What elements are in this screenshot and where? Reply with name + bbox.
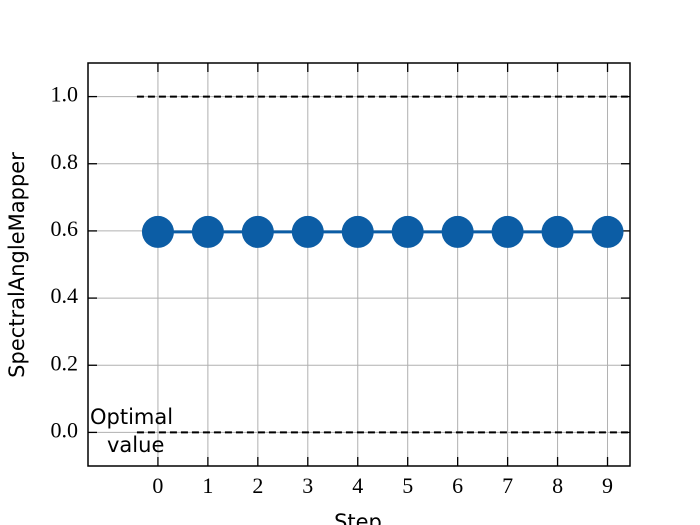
marker: [141, 215, 174, 248]
marker: [241, 215, 274, 248]
x-tick-label: 2: [252, 473, 263, 498]
y-tick-label: 1.0: [51, 82, 79, 107]
x-tick-label: 0: [152, 473, 163, 498]
x-tick-label: 5: [402, 473, 413, 498]
marker: [441, 215, 474, 248]
y-tick-label: 0.4: [51, 283, 79, 308]
marker: [591, 215, 624, 248]
marker: [541, 215, 574, 248]
annotation: Optimal value: [90, 405, 173, 457]
y-tick-label: 0.8: [51, 149, 79, 174]
x-tick-label: 6: [452, 473, 463, 498]
x-tick-label: 8: [552, 473, 563, 498]
x-tick-label: 7: [502, 473, 513, 498]
x-tick-label: 3: [302, 473, 313, 498]
plot-frame: [87, 62, 631, 467]
y-axis-label: SpectralAngleMapper: [5, 152, 29, 378]
marker: [291, 215, 324, 248]
marker: [191, 215, 224, 248]
marker: [491, 215, 524, 248]
x-tick-label: 9: [602, 473, 613, 498]
x-tick-label: 4: [352, 473, 363, 498]
annotation-line: value: [107, 433, 164, 457]
marker: [341, 215, 374, 248]
y-tick-label: 0.2: [51, 350, 79, 375]
x-axis-label: Step: [334, 510, 382, 525]
x-tick-label: 1: [202, 473, 213, 498]
annotation-line: Optimal: [90, 405, 173, 429]
marker: [391, 215, 424, 248]
y-tick-label: 0.6: [51, 216, 79, 241]
y-tick-label: 0.0: [51, 417, 79, 442]
